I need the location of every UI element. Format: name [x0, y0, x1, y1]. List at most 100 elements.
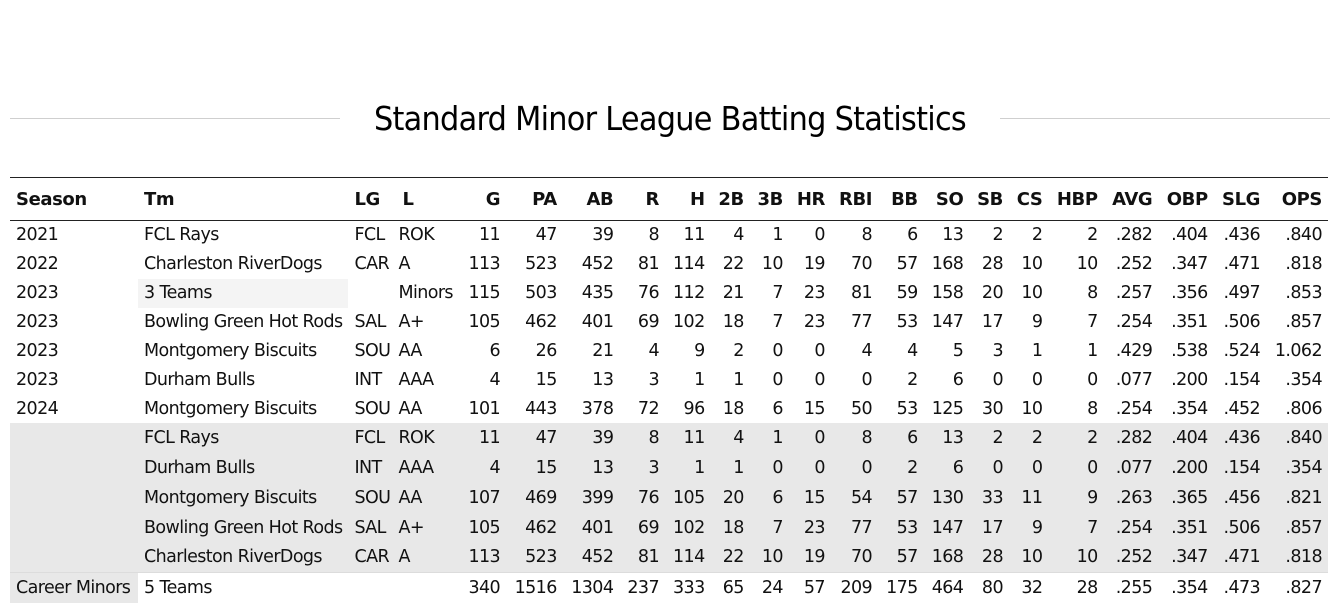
col-header-rbi[interactable]: RBI [830, 177, 879, 221]
stat-hbp-cell: 10 [1076, 254, 1099, 275]
stat-g-cell: 4 [489, 369, 501, 390]
season-cell[interactable]: 2023 [16, 283, 59, 304]
season-cell[interactable]: 2023 [16, 369, 59, 390]
team-cell[interactable]: FCL Rays [138, 423, 349, 454]
col-header-g[interactable]: G [460, 177, 507, 221]
col-header-cs[interactable]: CS [1008, 177, 1049, 221]
stat-cs-cell: 10 [1021, 283, 1043, 304]
stat-hr-cell: 23 [803, 312, 826, 333]
team-cell[interactable]: FCL Rays [144, 225, 219, 246]
col-header-so[interactable]: SO [923, 177, 970, 221]
stat-3b-cell: 10 [749, 542, 789, 573]
stat-h-cell: 96 [683, 398, 706, 419]
team-cell[interactable]: Charleston RiverDogs [144, 254, 323, 275]
title-rule-right [1000, 118, 1330, 119]
col-header-season[interactable]: Season [10, 177, 138, 221]
col-header-r[interactable]: R [619, 177, 665, 221]
stat-g-cell: 107 [460, 482, 507, 513]
col-header-ab[interactable]: AB [562, 177, 620, 221]
table-row: Charleston RiverDogs CAR A 113 523 452 81 114 22… [10, 542, 1328, 573]
season-cell[interactable]: 2023 [16, 341, 59, 361]
team-cell[interactable]: Durham Bulls [138, 453, 349, 483]
league-cell: SOU [348, 482, 397, 513]
table-row: Montgomery Biscuits SOU AA 107 469 399 76 105 20… [10, 482, 1328, 513]
season-cell[interactable]: 2023 [16, 312, 59, 333]
stat-h-cell: 1 [694, 369, 705, 390]
col-header-hr[interactable]: HR [788, 177, 831, 221]
stat-sb-cell: 0 [992, 369, 1003, 390]
stat-ops-cell: .818 [1285, 254, 1322, 275]
season-cell [10, 423, 138, 454]
season-cell[interactable]: 2021 [16, 225, 59, 246]
stat-cs-cell: 10 [1021, 254, 1043, 275]
level-cell: ROK [398, 225, 435, 246]
team-cell[interactable]: Montgomery Biscuits [144, 398, 317, 419]
col-header-hbp[interactable]: HBP [1048, 177, 1104, 221]
stat-cs-cell: 9 [1008, 512, 1049, 543]
stat-bb-cell: 53 [896, 312, 919, 333]
table-row: 2024 Montgomery Biscuits SOU AA 101 443 378 72 9… [10, 394, 1328, 423]
stat-hbp-cell: 8 [1087, 398, 1098, 419]
col-header-2b[interactable]: 2B [710, 177, 750, 221]
col-header-3b[interactable]: 3B [749, 177, 789, 221]
stat-ab-cell: 21 [592, 341, 614, 361]
stat-obp-cell: .354 [1171, 398, 1208, 419]
stat-slg-cell: .436 [1223, 225, 1261, 246]
col-header-pa[interactable]: PA [506, 177, 563, 221]
stat-cs-cell: 9 [1031, 312, 1043, 333]
stat-hr-cell: 19 [803, 254, 826, 275]
stat-2b-cell: 18 [722, 398, 745, 419]
season-cell[interactable]: 2022 [16, 254, 59, 275]
stat-cs-cell: 2 [1008, 423, 1049, 454]
col-header-bb[interactable]: BB [878, 177, 924, 221]
col-header-avg[interactable]: AVG [1103, 177, 1159, 221]
stat-rbi-cell: 70 [830, 542, 879, 573]
stat-avg-cell: .429 [1115, 341, 1153, 361]
stat-sb-cell: 80 [969, 572, 1009, 604]
team-cell[interactable]: Montgomery Biscuits [144, 341, 317, 361]
season-cell[interactable]: 2024 [16, 398, 59, 419]
table-row: FCL Rays FCL ROK 11 47 39 8 11 4 1 0 8 6 13 2 2 2.282.40… [10, 423, 1328, 454]
col-header-level[interactable]: L [396, 177, 461, 221]
stat-avg-cell: .254 [1103, 512, 1159, 543]
stat-hbp-cell: 1 [1087, 341, 1098, 361]
col-header-slg[interactable]: SLG [1213, 177, 1267, 221]
stat-bb-cell: 4 [907, 341, 918, 361]
stat-g-cell: 105 [460, 512, 507, 543]
col-header-h[interactable]: H [665, 177, 711, 221]
stat-obp-cell: .354 [1158, 572, 1214, 604]
team-cell[interactable]: Bowling Green Hot Rods [144, 312, 343, 333]
col-header-obp[interactable]: OBP [1158, 177, 1214, 221]
stat-hr-cell: 19 [788, 542, 831, 573]
stat-g-cell: 105 [468, 312, 501, 333]
stat-g-cell: 113 [460, 542, 507, 573]
stat-hr-cell: 15 [788, 482, 831, 513]
stat-so-cell: 6 [923, 453, 970, 483]
stat-3b-cell: 10 [761, 254, 784, 275]
stat-r-cell: 76 [619, 482, 665, 513]
stat-ops-cell: .827 [1266, 572, 1328, 604]
stat-obp-cell: .365 [1158, 482, 1214, 513]
stat-ab-cell: 452 [562, 542, 620, 573]
team-cell[interactable]: Bowling Green Hot Rods [138, 512, 349, 543]
col-header-ops[interactable]: OPS [1266, 177, 1328, 221]
stat-g-cell: 340 [460, 572, 507, 604]
level-cell: AA [398, 341, 422, 361]
stat-pa-cell: 523 [506, 542, 563, 573]
stat-2b-cell: 1 [733, 369, 744, 390]
section-header: Standard Minor League Batting Statistics [10, 96, 1330, 142]
stat-hbp-cell: 9 [1048, 482, 1104, 513]
stat-ops-cell: .818 [1266, 542, 1328, 573]
stat-hr-cell: 0 [814, 341, 825, 361]
team-cell[interactable]: Charleston RiverDogs [138, 542, 349, 573]
stat-slg-cell: .506 [1223, 312, 1261, 333]
team-cell[interactable]: Durham Bulls [144, 369, 255, 390]
col-header-league[interactable]: LG [348, 177, 397, 221]
stat-rbi-cell: 8 [861, 225, 873, 246]
col-header-sb[interactable]: SB [969, 177, 1009, 221]
team-cell[interactable]: Montgomery Biscuits [138, 482, 349, 513]
col-header-team[interactable]: Tm [138, 177, 349, 221]
stat-so-cell: 13 [942, 225, 964, 246]
stat-r-cell: 8 [619, 423, 665, 454]
stat-hr-cell: 23 [788, 512, 831, 543]
